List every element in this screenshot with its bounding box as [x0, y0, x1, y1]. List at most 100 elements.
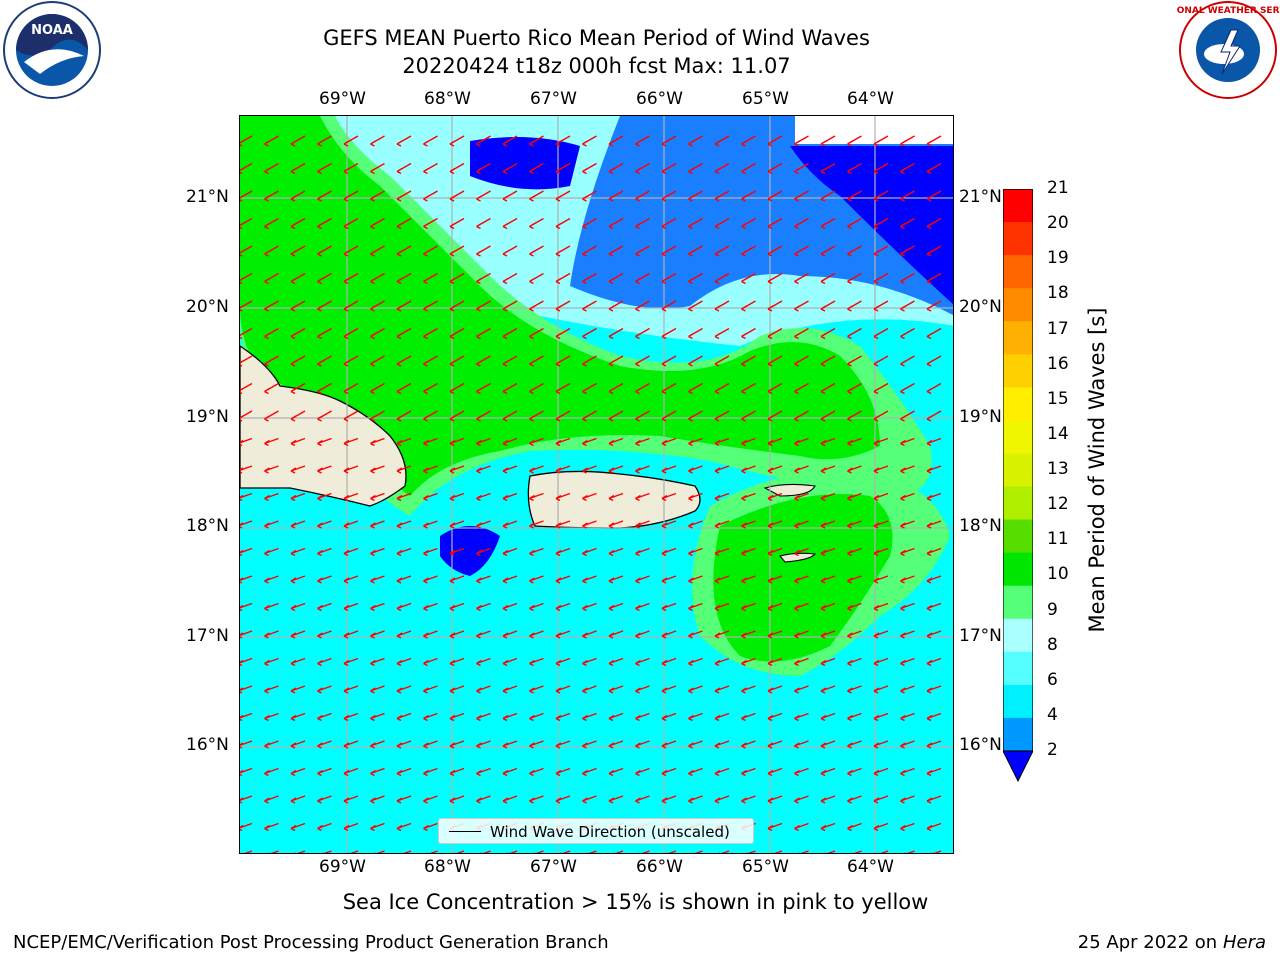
wind-arrow — [926, 355, 942, 367]
wind-arrow — [900, 602, 915, 612]
wind-arrow — [820, 767, 836, 777]
wind-arrow — [449, 272, 465, 285]
wind-arrow — [529, 217, 544, 230]
wind-arrow — [926, 382, 942, 395]
wind-arrow — [396, 410, 412, 422]
wind-arrow — [582, 657, 597, 667]
wind-arrow — [343, 327, 359, 340]
wind-arrow — [873, 327, 889, 340]
wind-arrow — [608, 575, 624, 584]
wind-arrow — [847, 327, 862, 340]
wind-arrow — [449, 602, 465, 612]
wind-arrow — [930, 850, 942, 853]
wind-arrow — [900, 300, 915, 312]
wind-arrow — [847, 822, 862, 832]
wind-arrow — [820, 547, 836, 557]
wind-arrow — [502, 712, 518, 722]
wind-arrow — [264, 410, 279, 422]
wind-arrow — [502, 217, 518, 230]
wind-arrow — [926, 272, 942, 285]
wind-arrow — [264, 190, 279, 202]
wind-arrow — [449, 245, 465, 257]
wind-arrow — [661, 437, 677, 447]
wind-arrow — [502, 492, 518, 502]
wind-arrow — [370, 767, 385, 777]
wind-arrow — [873, 190, 889, 202]
wind-arrow — [741, 355, 756, 367]
wind-arrow — [688, 712, 703, 722]
lon-label-top-3: 67°W — [530, 89, 577, 109]
contour-band-2-s — [440, 526, 500, 576]
wind-arrow — [608, 740, 624, 749]
wind-arrow — [794, 685, 809, 694]
colorbar-tick-label: 11 — [1047, 529, 1069, 550]
wind-arrow — [635, 410, 650, 422]
wind-arrow — [240, 822, 253, 832]
wind-arrow — [661, 630, 677, 639]
wind-arrow — [370, 575, 385, 584]
wind-arrow — [427, 850, 438, 853]
wind-arrow — [608, 767, 624, 777]
wind-arrow — [343, 300, 359, 312]
wind-arrow — [396, 162, 412, 175]
wind-arrow — [555, 355, 571, 367]
wind-arrow — [343, 740, 359, 749]
wind-arrow — [317, 575, 332, 584]
wind-arrow — [635, 575, 650, 584]
colorbar-tick-label: 17 — [1047, 318, 1069, 339]
wind-arrow — [476, 465, 491, 474]
wind-arrow — [555, 465, 571, 474]
wind-arrow — [900, 437, 915, 447]
wind-arrow — [688, 740, 703, 749]
wind-arrow — [476, 355, 491, 367]
wind-arrow — [582, 300, 597, 312]
wind-arrow — [555, 410, 571, 422]
colorbar-tick-label: 18 — [1047, 283, 1069, 304]
wind-arrow — [396, 492, 412, 502]
wind-arrow — [714, 190, 730, 202]
wind-arrow — [582, 437, 597, 447]
wind-arrow — [396, 575, 412, 584]
wind-arrow — [608, 657, 624, 667]
wind-arrow — [449, 575, 465, 584]
wind-arrow — [661, 190, 677, 202]
wind-arrow — [264, 520, 279, 529]
lon-label-bottom-3: 67°W — [530, 857, 577, 877]
wind-arrow — [290, 217, 306, 230]
wind-arrow — [321, 850, 332, 853]
wind-arrow — [582, 217, 597, 230]
wind-arrow — [343, 767, 359, 777]
wind-arrow — [794, 657, 809, 667]
wind-arrow — [661, 492, 677, 502]
wind-arrow — [900, 465, 915, 474]
wind-arrow — [767, 767, 783, 777]
wind-arrow — [290, 382, 306, 395]
wind-arrow — [290, 822, 306, 832]
wind-arrow — [396, 382, 412, 395]
wind-arrow — [555, 575, 571, 584]
wind-arrow — [926, 822, 942, 832]
wind-arrow — [370, 327, 385, 340]
wind-arrow — [873, 162, 889, 175]
wind-arrow — [767, 245, 783, 257]
wind-arrow — [639, 850, 650, 853]
wind-arrow — [449, 437, 465, 447]
wind-arrow — [264, 135, 279, 147]
wind-arrow — [741, 712, 756, 722]
lon-label-bottom-6: 64°W — [847, 857, 894, 877]
wind-arrow — [926, 795, 942, 804]
wind-arrow — [873, 217, 889, 230]
wind-arrow — [555, 602, 571, 612]
wind-arrow — [343, 520, 359, 529]
wind-arrow — [661, 382, 677, 395]
wind-arrow — [476, 547, 491, 557]
wind-arrow — [714, 465, 730, 474]
contour-band-2-n — [470, 137, 580, 190]
wind-arrow — [240, 492, 253, 502]
wind-arrow — [635, 740, 650, 749]
wind-arrow — [741, 795, 756, 804]
wind-arrow — [661, 355, 677, 367]
wind-arrow — [502, 740, 518, 749]
wind-arrow — [555, 135, 571, 147]
colorbar-swatch — [1003, 288, 1033, 322]
